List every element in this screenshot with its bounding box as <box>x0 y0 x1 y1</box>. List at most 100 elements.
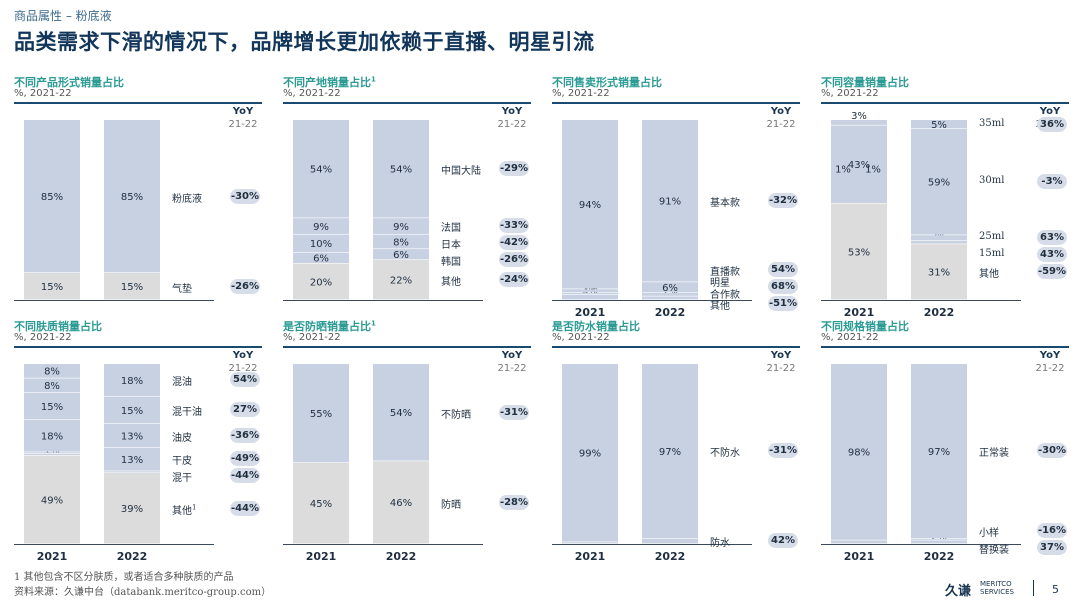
bar-segment-2021-1 <box>293 252 349 264</box>
yoy-period: 21-22 <box>766 119 796 130</box>
data-label: 31% <box>928 268 950 279</box>
bar-segment-2021-0 <box>562 542 618 544</box>
logo: 久谦 <box>945 584 972 599</box>
bar-segment-2021-2 <box>562 289 618 293</box>
data-label: 13% <box>121 455 143 466</box>
chart-rule <box>283 102 531 104</box>
yoy-period: 21-22 <box>497 363 527 374</box>
category-label: 30ml <box>979 175 1005 187</box>
yoy-badge: -30% <box>230 188 260 204</box>
chart-rule <box>552 102 800 104</box>
bar-segment-2021-6 <box>24 364 80 378</box>
x-tick-label: 2022 <box>654 306 686 319</box>
category-label: 油皮 <box>172 432 192 444</box>
bar-segment-2022-0 <box>104 273 160 300</box>
chart-subtitle: %, 2021-22 <box>552 88 610 99</box>
bar-segment-2022-2 <box>104 447 160 471</box>
x-tick-label: 2021 <box>574 306 606 319</box>
category-label: 合作款 <box>710 290 740 301</box>
category-label: 法国 <box>441 223 461 235</box>
chart-panel-spec: 不同规格销量占比%, 2021-22 YoY 21-22 2%98%2%1%97%正常… <box>821 318 1080 563</box>
data-label: 97% <box>659 447 681 458</box>
yoy-header: YoY <box>501 106 523 117</box>
yoy-badge: -16% <box>1037 523 1067 538</box>
category-label: 基本款 <box>710 198 740 210</box>
bar-segment-2021-1 <box>24 120 80 273</box>
bar-segment-2022-2 <box>373 234 429 249</box>
yoy-header: YoY <box>1039 350 1061 361</box>
chart-title: 不同售卖形式销量占比 <box>552 76 662 89</box>
yoy-badge: -24% <box>499 272 529 287</box>
yoy-period: 21-22 <box>766 363 796 374</box>
bar-segment-2022-0 <box>911 244 967 300</box>
yoy-badge: -51% <box>768 296 798 311</box>
data-label: 9% <box>393 222 409 233</box>
chart-title: 不同产地销量占比1 <box>283 75 376 89</box>
data-label: 91% <box>659 197 681 208</box>
extra-data-label: 1% <box>865 165 881 176</box>
yoy-badge: 37% <box>1037 540 1067 555</box>
data-label: 6% <box>393 250 409 261</box>
bar-segment-2022-0 <box>373 461 429 544</box>
bar-segment-2021-0 <box>24 455 80 544</box>
bar-segment-2021-1 <box>562 292 618 294</box>
category-label: 韩国 <box>441 257 461 269</box>
yoy-period: 21-22 <box>1035 363 1065 374</box>
chart-rule <box>821 102 1069 104</box>
bar-segment-2022-1 <box>642 292 698 296</box>
data-label: 15% <box>41 282 63 293</box>
bar-segment-2021-3 <box>293 218 349 234</box>
bar-segment-2021-4 <box>831 120 887 125</box>
chart-panel-skin: 不同肤质销量占比%, 2021-22YoY21-2249%1%1%18%15%8… <box>14 318 274 563</box>
x-tick-label: 2021 <box>36 550 68 563</box>
category-label: 小样 <box>979 528 999 539</box>
bar-segment-2022-3 <box>642 120 698 282</box>
bar-segment-2022-4 <box>911 120 967 129</box>
data-label: 85% <box>121 192 143 203</box>
data-label: 55% <box>310 409 332 420</box>
stacked-bar-chart: 49%1%1%18%15%8%8%39%1%13%13%15%18% <box>14 364 214 545</box>
category-label: 35ml <box>979 117 1005 129</box>
stacked-bar-chart: 3%1%2%94%2%2%6%91% <box>552 120 752 301</box>
data-label: 8% <box>44 367 60 378</box>
yoy-badge: -44% <box>230 468 260 484</box>
yoy-badge: -33% <box>499 218 529 234</box>
chart-title: 是否防晒销量占比1 <box>283 319 376 333</box>
data-label: 6% <box>313 254 329 265</box>
yoy-badge: 54% <box>768 262 798 277</box>
bar-segment-2022-1 <box>911 538 967 540</box>
category-label: 气垫 <box>172 283 192 295</box>
extra-data-label: 1% <box>835 165 851 176</box>
data-label: 22% <box>390 276 412 287</box>
yoy-header: YoY <box>1039 106 1061 117</box>
yoy-badge: -49% <box>230 451 260 467</box>
bar-segment-2021-2 <box>293 234 349 253</box>
yoy-badge: -26% <box>230 278 260 294</box>
bar-segment-2022-3 <box>104 424 160 448</box>
bar-segment-2021-4 <box>24 392 80 420</box>
chart-title: 不同容量销量占比 <box>821 76 909 89</box>
data-label: 43% <box>848 160 870 171</box>
category-label: 防晒 <box>441 499 461 511</box>
chart-title: 是否防水销量占比 <box>552 320 640 333</box>
yoy-header: YoY <box>232 106 254 117</box>
data-label: 54% <box>390 165 412 176</box>
breadcrumb: 商品属性 – 粉底液 <box>14 9 112 23</box>
stacked-bar-chart: 53%43%3%31%2%3%59%5%1%1% <box>821 111 1021 301</box>
x-tick-label: 2022 <box>923 306 955 319</box>
yoy-badge: 27% <box>230 402 260 418</box>
chart-rule <box>821 346 1069 348</box>
category-label: 正常装 <box>979 448 1009 460</box>
bar-segment-2021-0 <box>293 263 349 300</box>
bar-segment-2022-1 <box>911 240 967 244</box>
data-label: 97% <box>928 447 950 458</box>
chart-subtitle: %, 2021-22 <box>821 88 879 99</box>
data-label: 20% <box>310 277 332 288</box>
yoy-period: 21-22 <box>228 119 258 130</box>
data-label: 59% <box>928 178 950 189</box>
yoy-badge: -26% <box>499 252 529 268</box>
data-label: 10% <box>310 239 332 250</box>
data-label: 99% <box>579 449 601 460</box>
bar-segment-2022-4 <box>104 396 160 424</box>
yoy-badge: -44% <box>230 500 260 516</box>
